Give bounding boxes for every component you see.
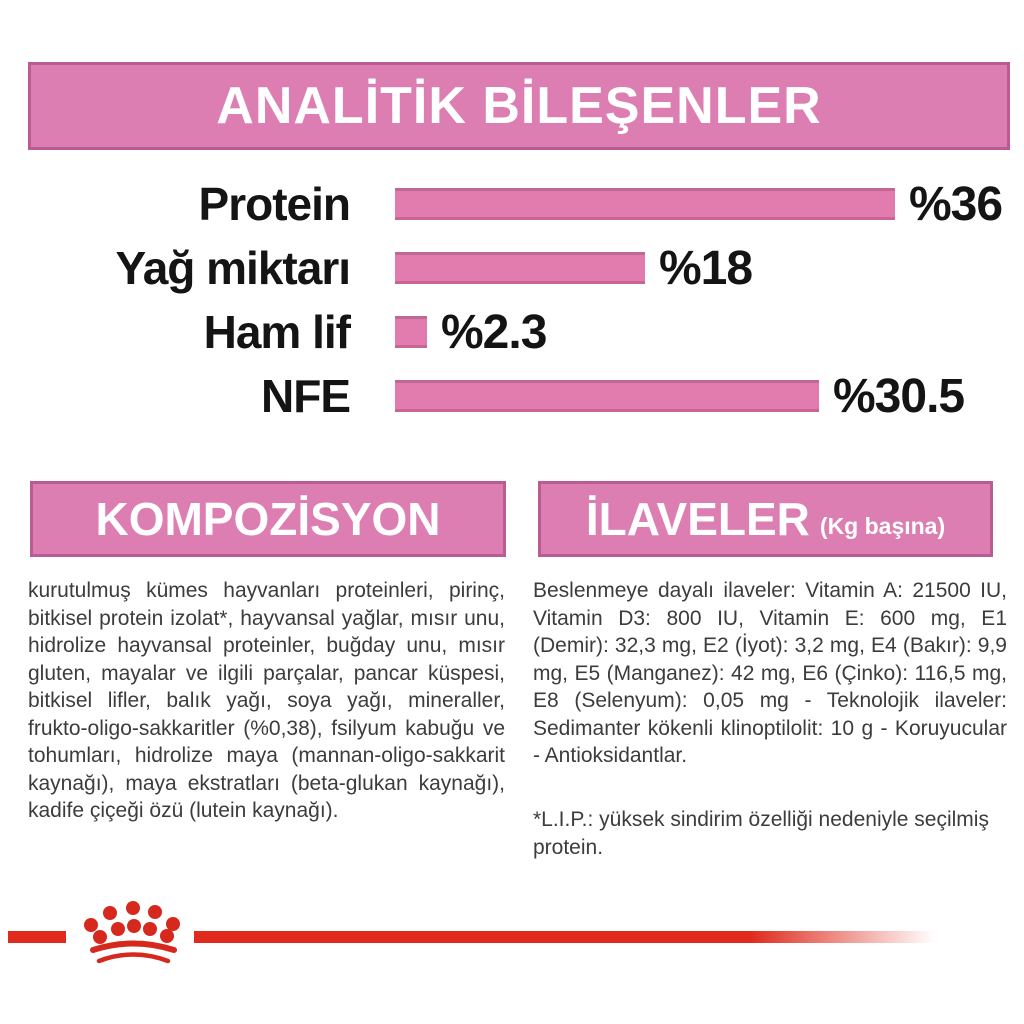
chart-bar — [395, 188, 895, 220]
analytic-composition-chart: Protein %36 Yağ miktarı %18 Ham lif %2.3 NFE %3… — [0, 172, 1024, 428]
chart-category-label: NFE — [261, 370, 351, 422]
chart-category-label: Protein — [198, 178, 351, 230]
chart-category-label: Yağ miktarı — [115, 242, 351, 294]
composition-title: KOMPOZİSYON — [95, 493, 441, 545]
analytic-components-title: ANALİTİK BİLEŞENLER — [216, 77, 822, 135]
chart-value-label: %36 — [909, 177, 1003, 231]
royal-canin-crown-icon — [84, 901, 180, 964]
chart-value-label: %30.5 — [833, 369, 965, 423]
composition-body-text: kurutulmuş kümes hayvanları proteinleri,… — [28, 579, 505, 822]
chart-row: Yağ miktarı %18 — [0, 236, 1024, 300]
red-divider-line-left — [8, 931, 66, 943]
additives-title-suffix: (Kg başına) — [819, 512, 946, 539]
chart-bar — [395, 316, 427, 348]
composition-header: KOMPOZİSYON — [30, 481, 506, 557]
chart-value-label: %18 — [659, 241, 753, 295]
chart-category-label: Ham lif — [203, 306, 351, 358]
additives-header: İLAVELER (Kg başına) — [538, 481, 993, 557]
analytic-components-banner: ANALİTİK BİLEŞENLER — [28, 62, 1010, 150]
additives-title: İLAVELER — [585, 493, 810, 545]
lip-footnote-text: *L.I.P.: yüksek sindirim özelliği nedeni… — [533, 808, 989, 859]
chart-row: Ham lif %2.3 — [0, 300, 1024, 364]
chart-value-label: %2.3 — [441, 305, 547, 359]
chart-row: NFE %30.5 — [0, 364, 1024, 428]
chart-bar — [395, 380, 819, 412]
chart-row: Protein %36 — [0, 172, 1024, 236]
additives-body-text: Beslenmeye dayalı ilaveler: Vitamin A: 2… — [533, 579, 1007, 767]
chart-bar — [395, 252, 645, 284]
red-divider-line-right — [194, 931, 966, 943]
